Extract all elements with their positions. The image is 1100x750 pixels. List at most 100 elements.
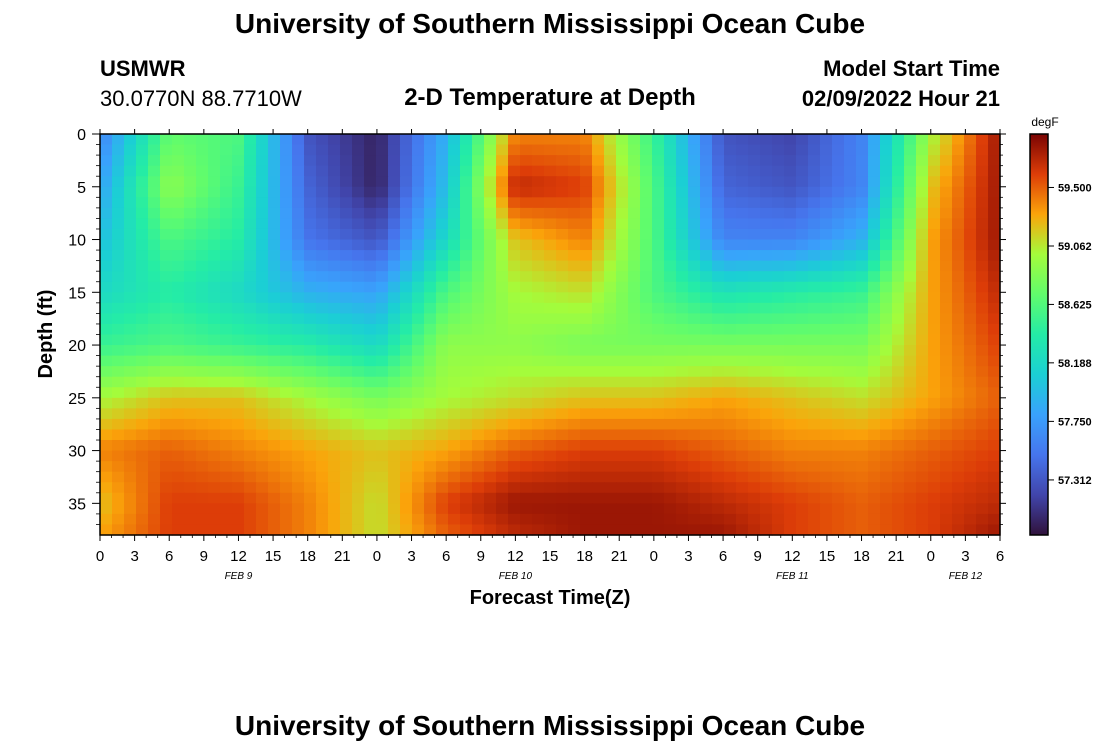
heatmap-cell xyxy=(712,281,725,293)
heatmap-cell xyxy=(604,218,617,230)
heatmap-cell xyxy=(496,387,509,399)
heatmap-cell xyxy=(292,345,305,357)
heatmap-cell xyxy=(364,239,377,251)
heatmap-cell xyxy=(856,429,869,441)
heatmap-cell xyxy=(232,186,245,198)
heatmap-cell xyxy=(268,155,281,167)
heatmap-cell xyxy=(532,176,545,188)
heatmap-cell xyxy=(280,397,293,409)
heatmap-cell xyxy=(472,313,485,325)
heatmap-cell xyxy=(808,418,821,431)
heatmap-cell xyxy=(928,207,941,220)
heatmap-cell xyxy=(844,513,857,526)
heatmap-cell xyxy=(676,228,689,241)
heatmap-cell xyxy=(844,387,857,399)
heatmap-cell xyxy=(352,471,365,483)
heatmap-cell xyxy=(592,165,605,177)
heatmap-cell xyxy=(760,440,773,452)
heatmap-cell xyxy=(916,302,929,314)
heatmap-cell xyxy=(772,366,785,378)
heatmap-cell xyxy=(856,524,869,536)
heatmap-cell xyxy=(856,176,869,188)
heatmap-cell xyxy=(112,450,125,462)
heatmap-cell xyxy=(496,302,509,314)
heatmap-cell xyxy=(244,134,257,146)
heatmap-cell xyxy=(892,239,905,251)
heatmap-cell xyxy=(376,429,389,441)
heatmap-cell xyxy=(724,503,737,515)
heatmap-cell xyxy=(268,228,281,241)
heatmap-cell xyxy=(628,503,641,515)
heatmap-cell xyxy=(292,440,305,452)
heatmap-cell xyxy=(376,250,389,262)
heatmap-cell xyxy=(388,397,401,409)
heatmap-cell xyxy=(928,397,941,409)
heatmap-cell xyxy=(292,366,305,378)
heatmap-cell xyxy=(844,492,857,504)
heatmap-cell xyxy=(472,271,485,283)
heatmap-cell xyxy=(556,250,569,262)
heatmap-cell xyxy=(448,144,461,156)
heatmap-cell xyxy=(568,228,581,241)
heatmap-cell xyxy=(784,397,797,409)
heatmap-cell xyxy=(988,302,1001,314)
colorbar xyxy=(1029,133,1049,536)
heatmap-cell xyxy=(400,482,413,494)
heatmap-cell xyxy=(556,302,569,314)
heatmap-cell xyxy=(280,524,293,536)
heatmap-cell xyxy=(652,281,665,293)
heatmap-cell xyxy=(928,271,941,283)
heatmap-cell xyxy=(796,302,809,314)
heatmap-cell xyxy=(928,260,941,272)
heatmap-cell xyxy=(520,471,533,483)
heatmap-cell xyxy=(364,228,377,241)
heatmap-cell xyxy=(376,144,389,156)
heatmap-cell xyxy=(820,376,833,388)
heatmap-cell xyxy=(268,408,281,420)
heatmap-cell xyxy=(208,323,221,336)
heatmap-cell xyxy=(364,355,377,367)
heatmap-cell xyxy=(676,461,689,473)
heatmap-cell xyxy=(940,250,953,262)
heatmap-cell xyxy=(268,450,281,462)
heatmap-cell xyxy=(988,524,1001,536)
heatmap-cell xyxy=(208,155,221,167)
heatmap-cell xyxy=(208,239,221,251)
heatmap-cell xyxy=(940,461,953,473)
heatmap-cell xyxy=(832,197,845,209)
heatmap-cell xyxy=(868,313,881,325)
heatmap-cell xyxy=(100,408,113,420)
heatmap-cell xyxy=(112,482,125,494)
heatmap-cell xyxy=(304,418,317,431)
heatmap-cell xyxy=(652,503,665,515)
heatmap-cell xyxy=(760,271,773,283)
heatmap-cell xyxy=(544,218,557,230)
heatmap-cell xyxy=(532,281,545,293)
heatmap-cell xyxy=(940,176,953,188)
heatmap-cell xyxy=(316,418,329,431)
heatmap-cell xyxy=(256,281,269,293)
heatmap-cell xyxy=(736,239,749,251)
heatmap-cell xyxy=(244,450,257,462)
heatmap-cell xyxy=(664,134,677,146)
heatmap-cell xyxy=(784,165,797,177)
heatmap-cell xyxy=(388,260,401,272)
heatmap-cell xyxy=(628,239,641,251)
heatmap-cell xyxy=(244,313,257,325)
heatmap-cell xyxy=(496,155,509,167)
heatmap-cell xyxy=(760,524,773,536)
heatmap-cell xyxy=(652,492,665,504)
heatmap-cell xyxy=(820,197,833,209)
heatmap-cell xyxy=(340,471,353,483)
heatmap-cell xyxy=(232,503,245,515)
heatmap-cell xyxy=(964,186,977,198)
heatmap-cell xyxy=(328,408,341,420)
heatmap-cell xyxy=(376,450,389,462)
x-tick-label: 21 xyxy=(888,548,905,565)
heatmap-cell xyxy=(412,366,425,378)
heatmap-cell xyxy=(868,271,881,283)
heatmap-cell xyxy=(904,218,917,230)
heatmap-cell xyxy=(316,292,329,304)
heatmap-cell xyxy=(496,197,509,209)
heatmap-cell xyxy=(724,281,737,293)
